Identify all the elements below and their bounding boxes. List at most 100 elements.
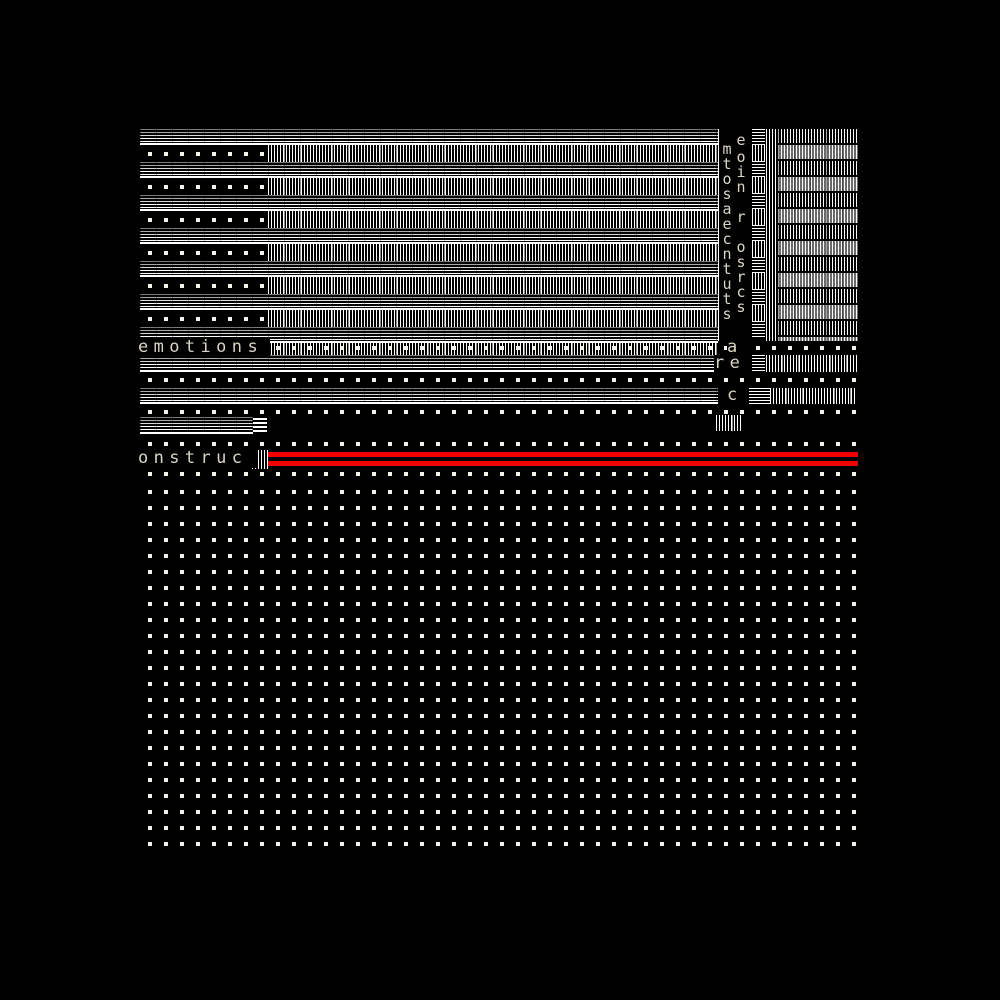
dot-grid-row <box>148 730 856 734</box>
vertical-letter: s <box>722 305 732 323</box>
checker-tile <box>752 321 765 337</box>
vertical-letter: c <box>736 283 746 301</box>
checker-tile <box>752 161 765 177</box>
vertical-letter: u <box>722 275 732 293</box>
dot-grid-row <box>148 490 856 494</box>
dot-grid-row <box>148 538 856 542</box>
dot-grid-row <box>148 650 856 654</box>
vertical-letter: r <box>736 208 746 226</box>
dot-grid-row <box>148 762 856 766</box>
vertical-letter: a <box>722 200 732 218</box>
checker-tile <box>752 177 765 193</box>
dot-row-full <box>148 378 856 382</box>
dot-grid-row <box>148 506 856 510</box>
dot-grid-row <box>148 554 856 558</box>
vertical-stripe-segment <box>268 244 718 261</box>
dot-grid-row <box>148 602 856 606</box>
checker-tile <box>752 129 765 145</box>
dot-grid-row <box>148 522 856 526</box>
checker-tile <box>752 257 765 273</box>
dot-row-full <box>148 442 856 446</box>
vertical-letter: s <box>736 298 746 316</box>
vertical-stripe-segment <box>268 145 718 162</box>
dot-grid-row <box>148 698 856 702</box>
checker-tile <box>752 241 765 257</box>
stripe-tile <box>748 388 770 404</box>
vertical-letter: o <box>722 170 732 188</box>
vertical-letter: o <box>736 148 746 166</box>
stripe-band <box>140 129 718 145</box>
vertical-letter: n <box>722 245 732 263</box>
vertical-letter: o <box>736 238 746 256</box>
stripe-tile-onstruc <box>252 450 268 469</box>
red-rule-top <box>268 452 858 457</box>
fragment-c: c <box>727 387 749 404</box>
stripe-band <box>140 261 718 277</box>
vertical-letter: t <box>722 155 732 173</box>
vertical-letter: n <box>736 178 746 196</box>
vertical-letter: e <box>736 131 746 149</box>
stripe-tile-right <box>716 415 742 431</box>
checker-tile <box>752 273 765 289</box>
checker-tile <box>752 289 765 305</box>
vertical-stripe-segment <box>770 388 857 404</box>
stripe-band <box>140 355 718 372</box>
dot-grid-row <box>148 810 856 814</box>
vertical-letter: s <box>722 185 732 203</box>
dot-grid-row <box>148 842 856 846</box>
woven-block <box>778 129 858 341</box>
checker-tile <box>752 193 765 209</box>
dot-grid-row <box>148 714 856 718</box>
vertical-stripe-segment <box>268 277 718 294</box>
dot-grid-row <box>148 586 856 590</box>
vertical-stripe-segment <box>766 355 857 372</box>
dot-grid-row <box>148 746 856 750</box>
dot-row-short <box>148 152 264 156</box>
dot-grid-row <box>148 634 856 638</box>
vertical-stripe-segment <box>268 211 718 228</box>
fragment-re: re <box>714 355 752 372</box>
dot-row-full <box>148 472 856 476</box>
vertical-letter: e <box>722 215 732 233</box>
dot-grid-row <box>148 618 856 622</box>
dot-row-short <box>148 317 264 321</box>
red-rule-bottom <box>268 461 858 466</box>
checker-tile <box>752 225 765 241</box>
stripe-band <box>140 327 718 343</box>
dot-row-full <box>148 346 856 350</box>
coarse-bar-tile <box>253 418 267 433</box>
checker-tile <box>752 145 765 161</box>
dot-row-short <box>148 284 264 288</box>
dot-row-full <box>148 410 856 414</box>
vertical-stripe-segment <box>268 178 718 195</box>
vertical-letter: c <box>722 230 732 248</box>
word-onstruc: onstruc <box>138 449 256 468</box>
edge-stripe-sliver <box>718 129 721 341</box>
stripe-band <box>140 294 718 310</box>
stripe-tile <box>750 355 765 372</box>
dot-grid-row <box>148 570 856 574</box>
word-emotions: emotions <box>138 339 270 356</box>
dot-grid-row <box>148 778 856 782</box>
dot-row-short <box>148 185 264 189</box>
stripe-band <box>140 228 718 244</box>
stripe-band <box>140 195 718 211</box>
fragment-a: a <box>727 339 749 356</box>
vertical-letter: i <box>736 163 746 181</box>
stripe-band-short <box>140 417 253 434</box>
dot-grid-row <box>148 682 856 686</box>
dot-grid-row <box>148 826 856 830</box>
checker-tile <box>752 305 765 321</box>
vertical-letter: t <box>722 290 732 308</box>
vertical-stripe-segment <box>268 310 718 327</box>
checker-tile <box>752 209 765 225</box>
vertical-letter: s <box>736 253 746 271</box>
dot-grid-row <box>148 666 856 670</box>
dot-row-short <box>148 218 264 222</box>
vertical-letter: m <box>722 140 732 158</box>
stripe-band <box>140 388 718 404</box>
vertical-stripe-column <box>766 129 777 341</box>
dot-grid-row <box>148 794 856 798</box>
